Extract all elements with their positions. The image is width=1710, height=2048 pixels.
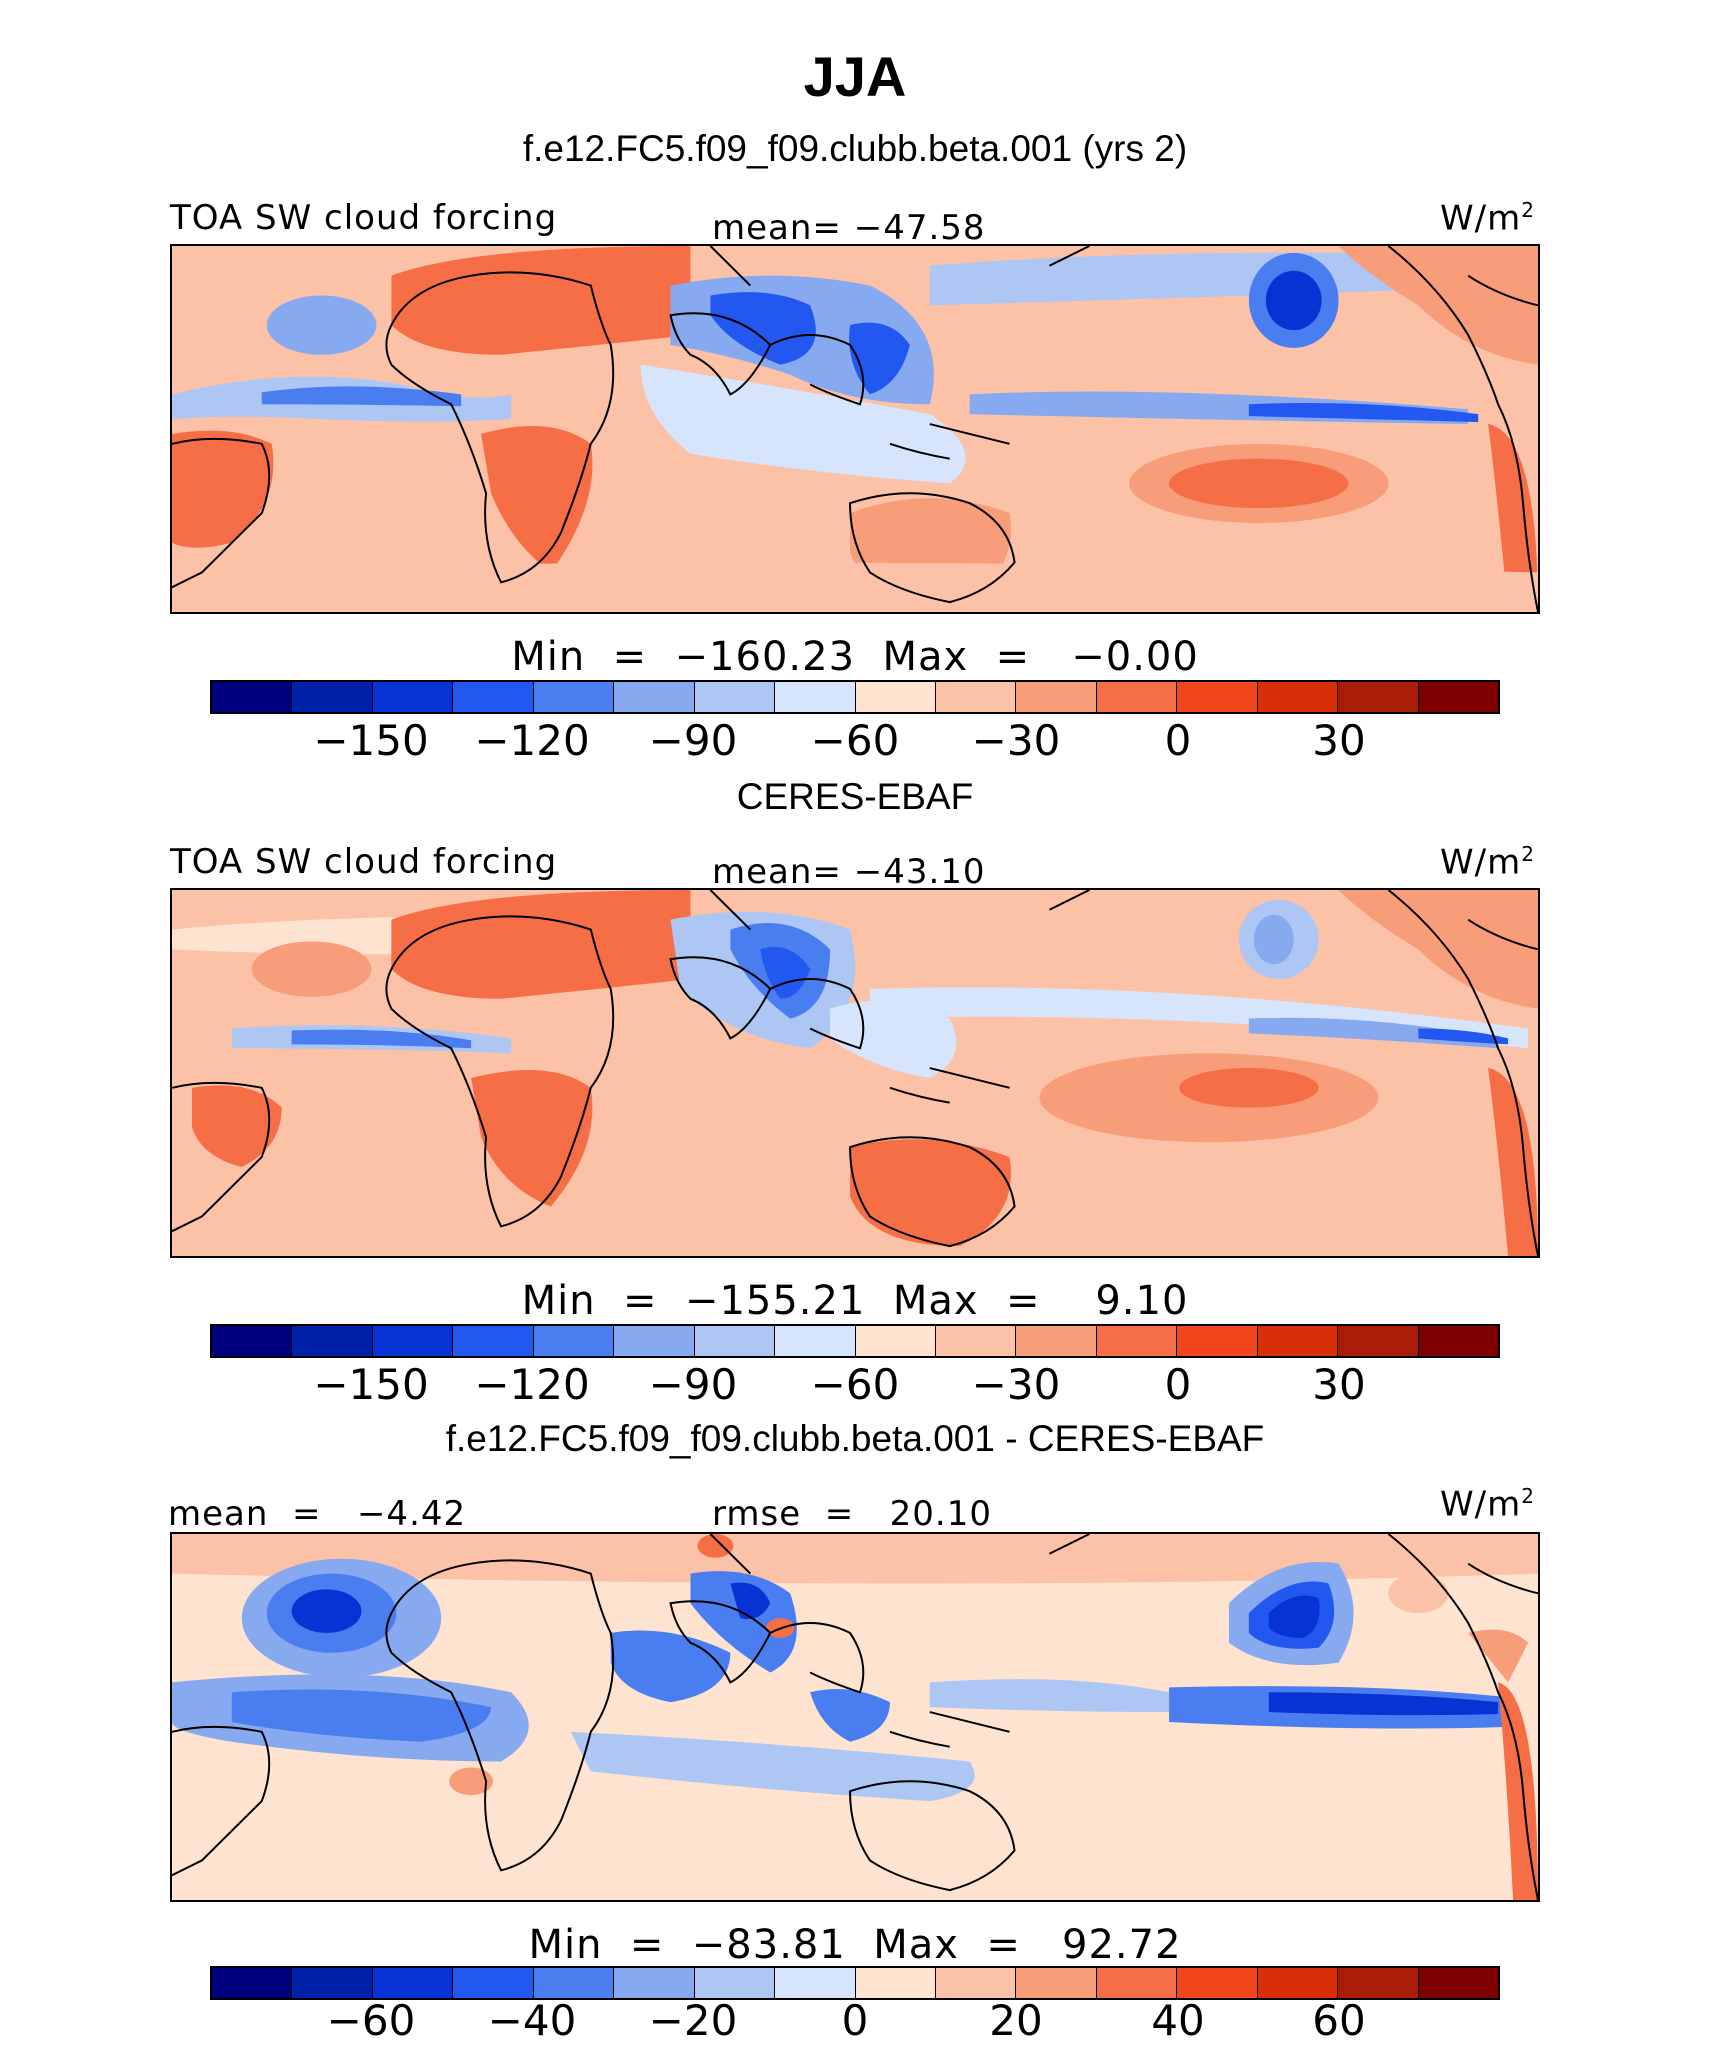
colorbar-swatch <box>1177 1326 1258 1356</box>
colorbar-swatch <box>453 1326 534 1356</box>
colorbar-swatch <box>292 682 373 712</box>
colorbar-swatch <box>935 682 1017 712</box>
colorbar-swatch <box>855 682 936 712</box>
panel1-map <box>170 244 1540 614</box>
colorbar-swatch <box>1096 682 1178 712</box>
colorbar-swatch <box>533 1326 615 1356</box>
colorbar-swatch <box>614 1968 695 1998</box>
colorbar-swatch <box>292 1326 373 1356</box>
panel1-subtitle: f.e12.FC5.f09_f09.clubb.beta.001 (yrs 2) <box>522 128 1188 169</box>
colorbar-tick: 30 <box>1312 1360 1366 1409</box>
colorbar-swatch <box>775 1326 856 1356</box>
colorbar-swatch <box>1096 1968 1178 1998</box>
colorbar-swatch <box>1096 1326 1178 1356</box>
colorbar-tick: 20 <box>989 1996 1043 2045</box>
colorbar-swatch <box>453 1968 534 1998</box>
colorbar-tick: −120 <box>474 1360 590 1409</box>
colorbar-tick: −150 <box>313 716 429 765</box>
colorbar-swatch <box>533 682 615 712</box>
colorbar-swatch <box>614 1326 695 1356</box>
figure-title: JJA <box>803 45 907 108</box>
colorbar-swatch <box>694 1326 776 1356</box>
colorbar-swatch <box>1257 1326 1339 1356</box>
colorbar-tick: −30 <box>971 716 1061 765</box>
colorbar-tick: 60 <box>1312 1996 1366 2045</box>
panel1-variable-label: TOA SW cloud forcing <box>170 198 558 238</box>
colorbar-tick: 0 <box>1164 1360 1192 1409</box>
panel1-colorbar <box>210 680 1500 714</box>
colorbar-tick: 40 <box>1151 1996 1205 2045</box>
colorbar-swatch <box>1016 1968 1097 1998</box>
colorbar-swatch <box>372 1326 454 1356</box>
colorbar-swatch <box>614 682 695 712</box>
colorbar-swatch <box>212 1968 293 1998</box>
colorbar-swatch <box>453 682 534 712</box>
colorbar-tick: 0 <box>1164 716 1192 765</box>
colorbar-swatch <box>1257 682 1339 712</box>
colorbar-swatch <box>1016 1326 1097 1356</box>
colorbar-swatch <box>1338 1326 1419 1356</box>
colorbar-swatch <box>292 1968 373 1998</box>
panel3-colorbar <box>210 1966 1500 2000</box>
colorbar-tick: −90 <box>648 1360 738 1409</box>
colorbar-swatch <box>1418 1968 1498 1998</box>
colorbar-swatch <box>694 1968 776 1998</box>
colorbar-swatch <box>694 682 776 712</box>
panel2-units-label: W/m2 <box>1440 842 1535 883</box>
panel1-units-label: W/m2 <box>1440 198 1535 239</box>
colorbar-swatch <box>1418 682 1498 712</box>
colorbar-swatch <box>855 1326 936 1356</box>
colorbar-tick: 30 <box>1312 716 1366 765</box>
colorbar-tick: 0 <box>841 1996 869 2045</box>
colorbar-swatch <box>775 682 856 712</box>
panel2-map <box>170 888 1540 1258</box>
panel2-minmax: Min = −155.21 Max = 9.10 <box>521 1278 1189 1324</box>
colorbar-swatch <box>372 682 454 712</box>
panel1-mean-label: mean= −47.58 <box>712 208 986 248</box>
colorbar-tick: −30 <box>971 1360 1061 1409</box>
colorbar-swatch <box>855 1968 936 1998</box>
colorbar-swatch <box>372 1968 454 1998</box>
colorbar-tick: −20 <box>648 1996 738 2045</box>
colorbar-tick: −150 <box>313 1360 429 1409</box>
colorbar-swatch <box>775 1968 856 1998</box>
panel3-units-label: W/m2 <box>1440 1484 1535 1525</box>
colorbar-swatch <box>212 1326 293 1356</box>
panel3-map <box>170 1532 1540 1902</box>
colorbar-swatch <box>1016 682 1097 712</box>
colorbar-tick: −90 <box>648 716 738 765</box>
colorbar-tick: −60 <box>326 1996 416 2045</box>
panel2-subtitle: CERES-EBAF <box>736 776 974 817</box>
panel2-mean-label: mean= −43.10 <box>712 852 986 892</box>
colorbar-swatch <box>1257 1968 1339 1998</box>
colorbar-swatch <box>935 1326 1017 1356</box>
colorbar-swatch <box>1338 682 1419 712</box>
panel2-colorbar <box>210 1324 1500 1358</box>
colorbar-swatch <box>533 1968 615 1998</box>
colorbar-swatch <box>1338 1968 1419 1998</box>
colorbar-swatch <box>212 682 293 712</box>
panel3-mean-label: mean = −4.42 <box>168 1494 467 1534</box>
colorbar-tick: −40 <box>487 1996 577 2045</box>
panel3-minmax: Min = −83.81 Max = 92.72 <box>528 1922 1182 1968</box>
colorbar-swatch <box>1177 682 1258 712</box>
panel3-subtitle: f.e12.FC5.f09_f09.clubb.beta.001 - CERES… <box>445 1418 1265 1459</box>
panel1-minmax: Min = −160.23 Max = −0.00 <box>511 634 1199 680</box>
colorbar-swatch <box>1177 1968 1258 1998</box>
colorbar-tick: −60 <box>810 1360 900 1409</box>
colorbar-tick: −60 <box>810 716 900 765</box>
panel3-rmse-label: rmse = 20.10 <box>712 1494 992 1534</box>
colorbar-swatch <box>935 1968 1017 1998</box>
colorbar-swatch <box>1418 1326 1498 1356</box>
panel2-variable-label: TOA SW cloud forcing <box>170 842 558 882</box>
colorbar-tick: −120 <box>474 716 590 765</box>
